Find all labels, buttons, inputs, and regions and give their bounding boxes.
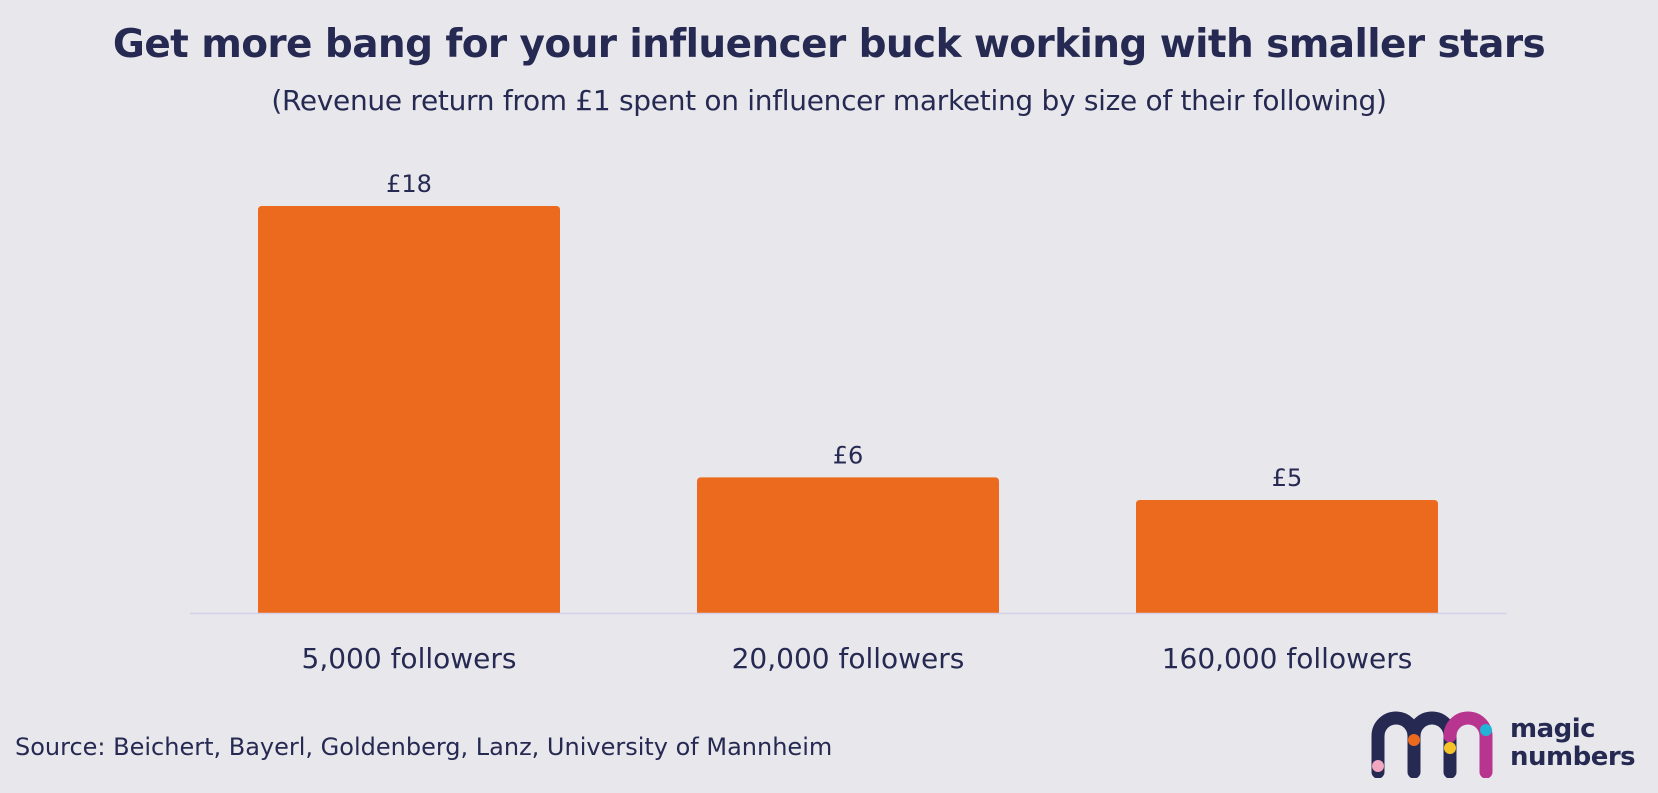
value-label-1: £18 [386,170,432,198]
logo-word-numbers: numbers [1510,742,1636,772]
brand-logo: magic numbers [1368,706,1648,779]
bar-1 [258,206,560,613]
chart-subtitle: (Revenue return from £1 spent on influen… [271,84,1387,117]
source-note: Source: Beichert, Bayerl, Goldenberg, La… [15,733,833,761]
logo-wordmark: magic numbers [1510,714,1636,772]
logo-word-magic: magic [1510,714,1596,744]
bar-3 [1136,499,1438,613]
value-label-2: £6 [833,441,864,469]
bar-2 [697,477,999,613]
category-label-1: 5,000 followers [302,642,517,675]
magic-numbers-logo-mark [1371,711,1493,779]
category-label-3: 160,000 followers [1162,642,1413,675]
value-label-3: £5 [1272,464,1303,492]
bar-chart: £18 5,000 followers £6 20,000 followers £5 16… [190,170,1507,675]
chart-title: Get more bang for your influencer buck w… [112,22,1546,67]
category-label-2: 20,000 followers [732,642,965,675]
